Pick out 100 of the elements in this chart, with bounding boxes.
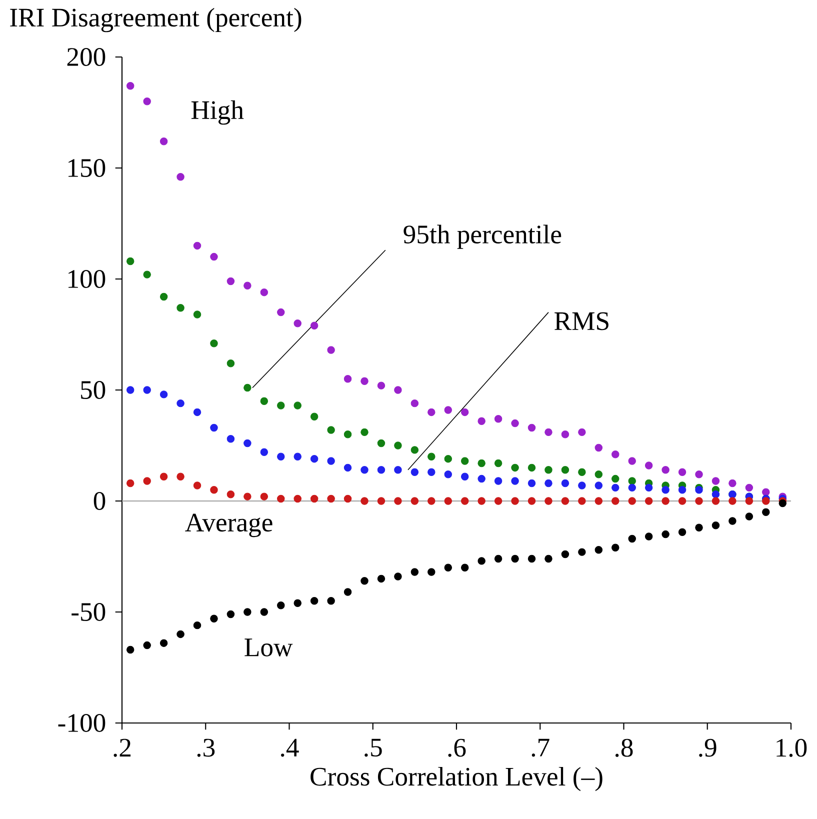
point (578, 468, 586, 476)
point (260, 448, 268, 456)
point (644, 532, 653, 540)
point (444, 454, 452, 463)
text: RMS (554, 312, 608, 330)
point (143, 386, 151, 394)
point (226, 277, 235, 286)
point (294, 599, 302, 607)
point (226, 434, 235, 443)
point (712, 490, 720, 498)
point (494, 477, 502, 485)
point (210, 486, 218, 494)
point (745, 484, 754, 492)
point (662, 497, 670, 505)
point (126, 386, 134, 394)
point (494, 414, 502, 423)
point (277, 452, 285, 460)
point (260, 492, 268, 500)
point (176, 472, 184, 480)
point (244, 608, 252, 616)
x-tick-label: .7 (532, 738, 550, 757)
point (410, 468, 419, 476)
point (478, 474, 486, 483)
point (594, 482, 603, 490)
point (561, 497, 570, 505)
point (310, 597, 318, 605)
point (628, 497, 636, 505)
point (494, 554, 502, 563)
point (210, 424, 218, 432)
x-tick-label: .6 (448, 738, 466, 757)
x-tick-label: .3 (197, 738, 215, 757)
point (460, 457, 469, 465)
point (160, 292, 168, 301)
point (628, 534, 636, 543)
point (544, 554, 552, 563)
point (511, 464, 519, 472)
point (344, 375, 352, 383)
point (210, 614, 218, 623)
point (612, 544, 620, 552)
x-tick-label: .8 (615, 738, 633, 757)
x-tick-label: .4 (281, 738, 299, 757)
point (662, 530, 670, 538)
point (244, 384, 252, 392)
point (260, 608, 268, 616)
point (360, 497, 368, 505)
point (678, 497, 686, 505)
point (578, 428, 586, 436)
point (428, 452, 436, 460)
point (428, 408, 436, 416)
point (428, 468, 436, 476)
point (226, 359, 235, 368)
point (294, 494, 302, 503)
x-tick-label: .5 (364, 738, 382, 757)
point (662, 486, 670, 494)
point (444, 497, 452, 505)
point (294, 452, 302, 460)
point (612, 484, 620, 492)
point (528, 464, 536, 472)
point (544, 497, 552, 505)
point (210, 252, 218, 261)
point (544, 428, 552, 436)
point (460, 497, 469, 505)
point (678, 528, 686, 536)
point (511, 419, 519, 428)
point (612, 474, 620, 483)
point (612, 497, 620, 505)
point (762, 497, 770, 505)
point (410, 568, 419, 576)
point (344, 464, 352, 472)
y-tick-label: 50 (81, 381, 106, 399)
point (594, 470, 603, 478)
point (511, 477, 519, 485)
point (712, 497, 720, 505)
point (444, 406, 452, 414)
point (460, 564, 469, 572)
point (561, 430, 570, 438)
point (762, 488, 770, 496)
point (544, 466, 552, 474)
point (277, 601, 285, 610)
point (344, 588, 352, 596)
point (193, 482, 202, 490)
point (327, 426, 335, 434)
point (160, 390, 168, 398)
point (360, 577, 368, 585)
point (478, 497, 486, 505)
point (662, 466, 670, 474)
y-tick-label: 200 (67, 48, 106, 66)
point (695, 524, 703, 532)
point (126, 646, 134, 654)
point (628, 484, 636, 492)
point (511, 554, 519, 563)
point (377, 497, 386, 505)
point (561, 550, 570, 558)
point (728, 497, 736, 505)
point (478, 417, 486, 425)
point (528, 479, 536, 488)
y-tick-label: 100 (68, 270, 106, 288)
point (226, 610, 235, 618)
point (712, 522, 720, 530)
point (410, 497, 419, 505)
